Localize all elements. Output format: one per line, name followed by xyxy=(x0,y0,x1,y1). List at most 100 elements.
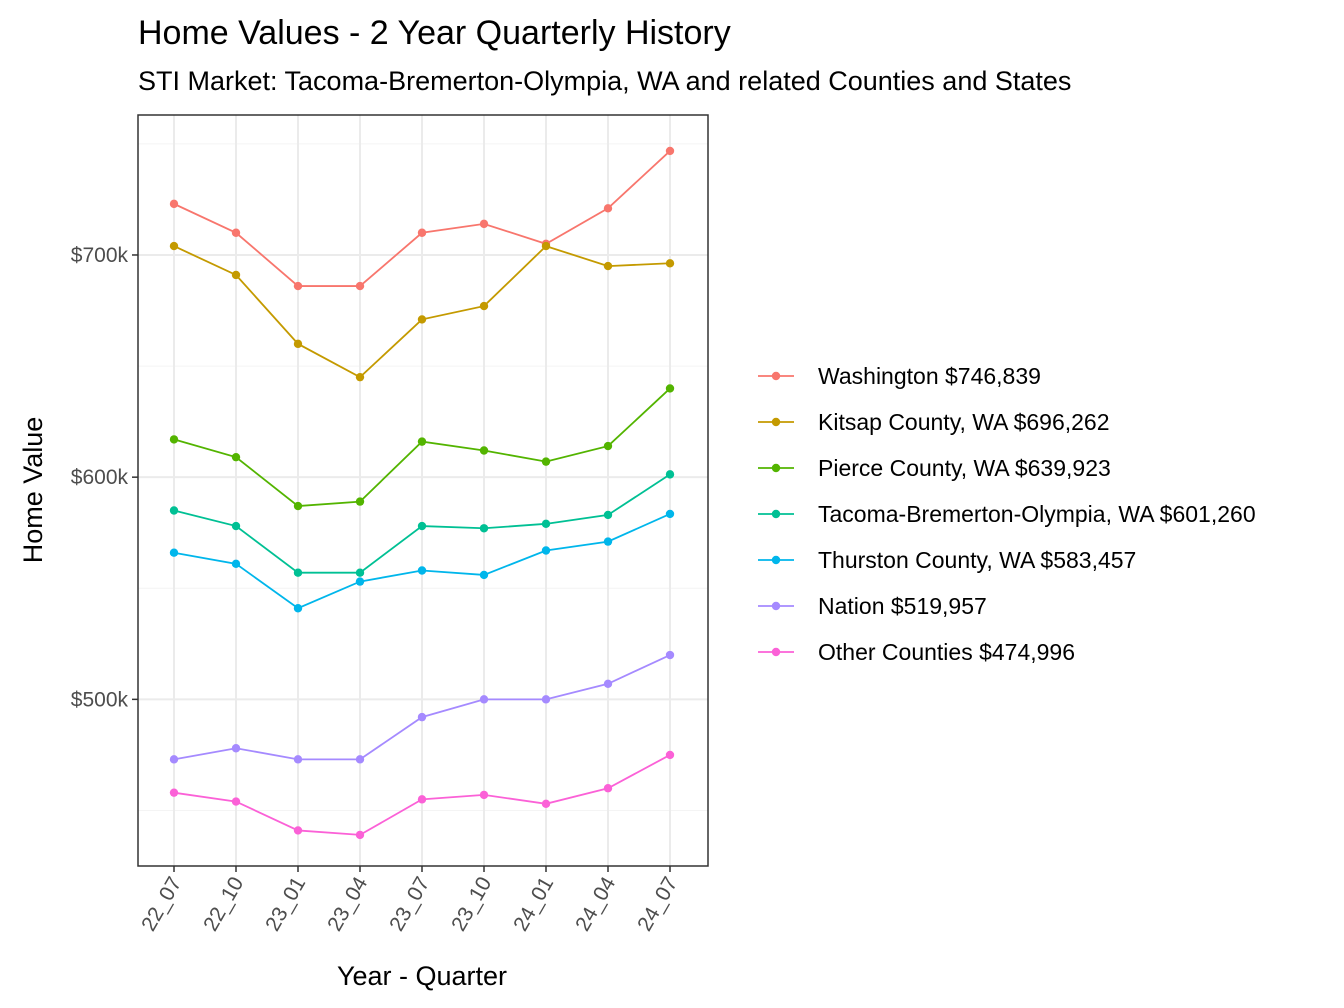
data-point xyxy=(417,795,427,804)
x-tick-label: 22_10 xyxy=(199,873,248,935)
y-axis-title: Home Value xyxy=(18,417,48,564)
legend-item: Kitsap County, WA $696,262 xyxy=(758,409,1110,435)
data-point xyxy=(417,566,427,575)
data-point xyxy=(293,604,303,613)
data-point xyxy=(417,521,427,531)
data-point xyxy=(355,372,365,382)
data-point xyxy=(355,577,365,586)
legend-label: Thurston County, WA $583,457 xyxy=(818,547,1136,573)
data-point xyxy=(665,384,675,393)
legend-item: Tacoma-Bremerton-Olympia, WA $601,260 xyxy=(758,501,1256,527)
legend-item: Nation $519,957 xyxy=(758,593,987,619)
legend-key-point xyxy=(771,463,781,473)
data-point xyxy=(479,219,489,229)
x-tick-label: 24_01 xyxy=(509,873,558,935)
data-point xyxy=(603,679,613,689)
legend-item: Thurston County, WA $583,457 xyxy=(758,547,1136,573)
legend-key-point xyxy=(771,417,781,427)
data-point xyxy=(541,241,551,251)
data-point xyxy=(603,261,613,271)
data-point xyxy=(231,270,241,280)
panel-border xyxy=(137,114,709,867)
data-point xyxy=(355,830,365,840)
data-point xyxy=(541,546,551,555)
data-point xyxy=(417,315,427,324)
x-tick-label: 22_07 xyxy=(137,873,186,935)
data-point xyxy=(541,457,551,466)
x-tick-label: 23_04 xyxy=(323,873,372,935)
legend-key-point xyxy=(771,509,781,519)
legend-item: Washington $746,839 xyxy=(758,363,1041,389)
data-point xyxy=(355,755,365,764)
data-point xyxy=(169,788,179,797)
series-2 xyxy=(169,241,675,382)
y-axis: $500k $600k $700k xyxy=(71,244,138,711)
legend-label: Kitsap County, WA $696,262 xyxy=(818,409,1110,435)
data-point xyxy=(603,441,613,451)
data-point xyxy=(355,281,365,291)
data-point xyxy=(169,199,179,209)
data-point xyxy=(665,750,675,760)
data-point xyxy=(541,695,551,704)
x-tick-label: 24_07 xyxy=(633,873,682,935)
chart-title: Home Values - 2 Year Quarterly History xyxy=(138,14,731,52)
data-point xyxy=(355,497,365,506)
data-point xyxy=(603,204,613,213)
data-point xyxy=(665,146,675,156)
data-point xyxy=(293,501,303,511)
series-6 xyxy=(169,650,675,764)
data-point xyxy=(479,570,489,580)
y-tick-label: $700k xyxy=(71,244,129,267)
legend-item: Other Counties $474,996 xyxy=(758,639,1075,665)
x-tick-label: 24_04 xyxy=(571,873,620,935)
data-point xyxy=(603,784,613,793)
data-point xyxy=(479,695,489,704)
legend: Washington $746,839 Kitsap County, WA $69… xyxy=(758,363,1256,665)
legend-key-point xyxy=(771,601,781,611)
legend-label: Washington $746,839 xyxy=(818,363,1041,389)
grid-lines xyxy=(138,115,708,866)
data-point xyxy=(603,510,613,520)
data-point xyxy=(479,301,489,311)
legend-key-point xyxy=(771,555,781,565)
data-point xyxy=(541,519,551,529)
data-point xyxy=(231,228,241,237)
data-point xyxy=(293,281,303,291)
data-point xyxy=(231,744,241,753)
data-point xyxy=(231,559,241,569)
legend-label: Pierce County, WA $639,923 xyxy=(818,455,1111,481)
plot-panel xyxy=(137,114,709,867)
data-point xyxy=(417,712,427,722)
data-point xyxy=(169,548,179,557)
data-point xyxy=(479,790,489,800)
data-point xyxy=(603,537,613,546)
data-point xyxy=(293,755,303,764)
x-axis-title: Year - Quarter xyxy=(337,961,507,991)
data-point xyxy=(665,509,675,519)
data-point xyxy=(231,521,241,531)
data-point xyxy=(665,259,675,268)
data-point xyxy=(417,228,427,237)
data-point xyxy=(231,452,241,462)
y-tick-label: $500k xyxy=(71,688,129,711)
data-point xyxy=(541,799,551,808)
data-point xyxy=(479,524,489,533)
series-3 xyxy=(169,384,675,511)
series-layer xyxy=(169,146,675,840)
data-point xyxy=(169,435,179,444)
legend-label: Other Counties $474,996 xyxy=(818,639,1075,665)
x-axis: 22_07 22_10 23_01 23_04 23_07 23_10 24_01 24_04… xyxy=(137,866,682,935)
legend-key-point xyxy=(771,647,781,657)
data-point xyxy=(417,437,427,446)
data-point xyxy=(479,446,489,455)
series-5 xyxy=(169,509,675,613)
data-point xyxy=(665,650,675,660)
series-4 xyxy=(169,470,675,577)
chart-subtitle: STI Market: Tacoma-Bremerton-Olympia, WA… xyxy=(138,66,1071,96)
data-point xyxy=(293,826,303,835)
data-point xyxy=(293,339,303,349)
data-point xyxy=(169,241,179,251)
data-point xyxy=(169,506,179,515)
data-point xyxy=(231,797,241,806)
